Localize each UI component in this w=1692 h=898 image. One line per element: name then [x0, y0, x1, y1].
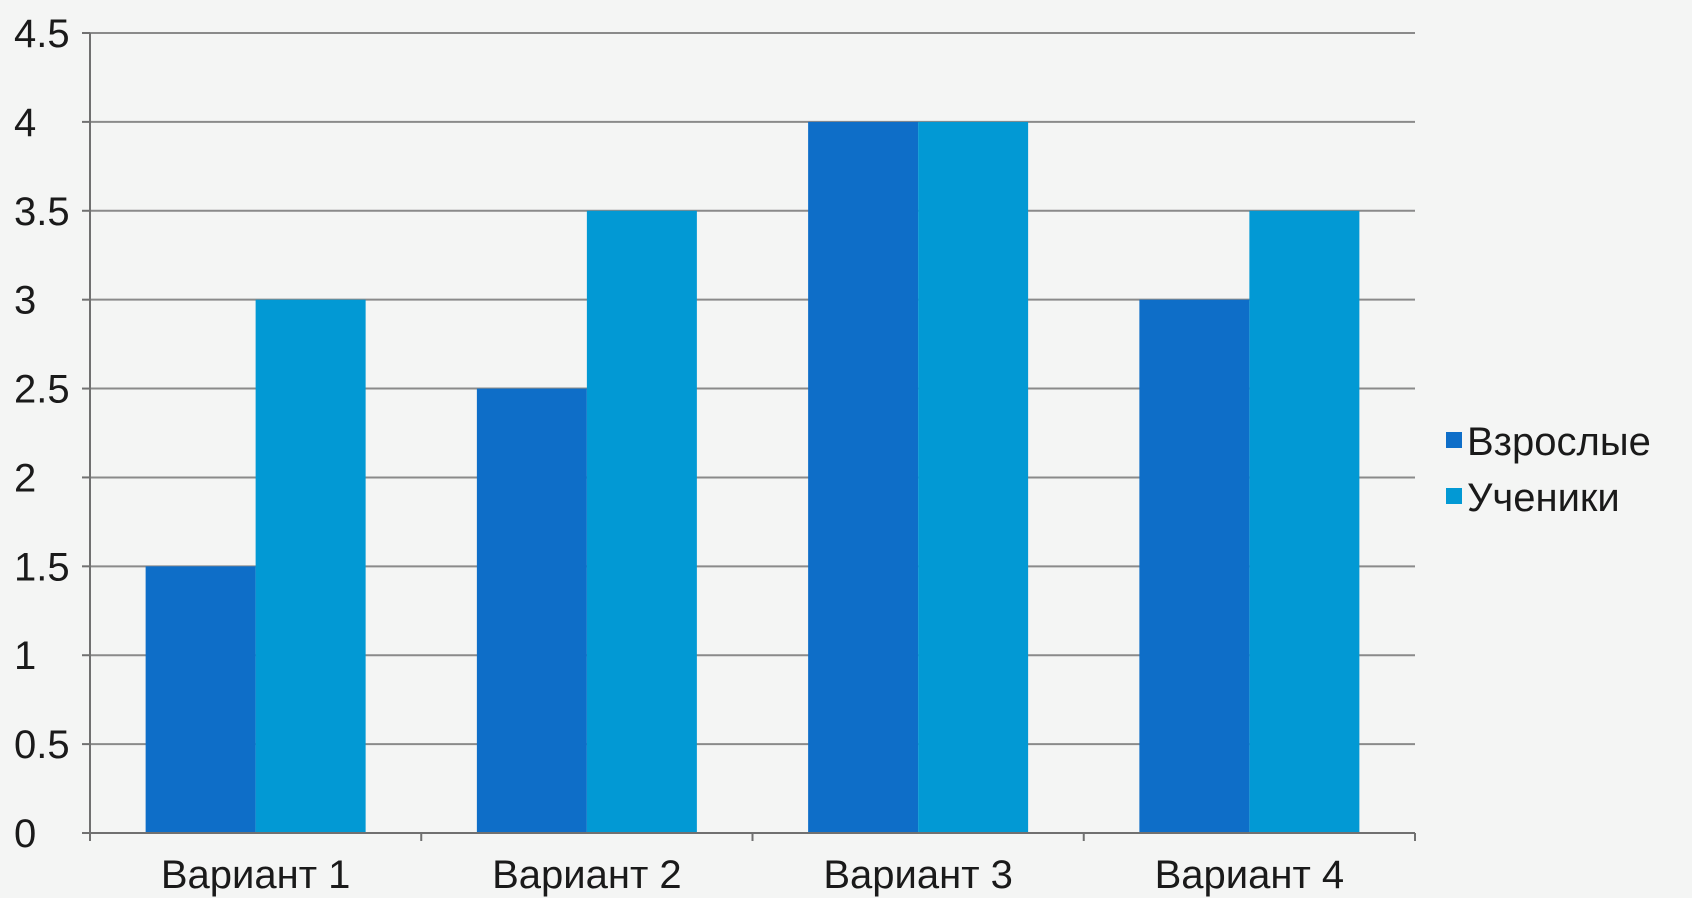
- axes: [82, 32, 1416, 841]
- y-tick-label: 0: [14, 812, 36, 856]
- legend-label: Взрослые: [1467, 420, 1651, 464]
- bar-adults: [808, 121, 919, 833]
- x-tick-label: Вариант 1: [161, 853, 351, 897]
- bar-students: [255, 299, 366, 834]
- bar-students: [1249, 210, 1360, 833]
- legend: Взрослые Ученики: [1446, 420, 1651, 520]
- x-tick-label: Вариант 3: [823, 853, 1013, 897]
- bar-adults: [1139, 299, 1250, 834]
- bar-adults: [145, 566, 256, 833]
- y-tick-label: 2: [14, 456, 36, 500]
- legend-label: Ученики: [1467, 476, 1620, 520]
- legend-swatch: [1446, 432, 1462, 448]
- bar-students: [586, 210, 697, 833]
- y-tick-label: 3.5: [14, 190, 70, 234]
- bars: [145, 121, 1360, 834]
- y-tick-label: 3: [14, 279, 36, 323]
- y-tick-label: 1.5: [14, 545, 70, 589]
- legend-swatch: [1446, 488, 1462, 504]
- bar-students: [918, 121, 1029, 833]
- y-tick-label: 2.5: [14, 368, 70, 412]
- y-tick-labels: 0 0.5 1 1.5 2 2.5 3 3.5 4 4.5: [14, 12, 70, 856]
- x-tick-labels: Вариант 1 Вариант 2 Вариант 3 Вариант 4: [161, 853, 1344, 897]
- bar-adults: [476, 388, 587, 833]
- y-tick-label: 4.5: [14, 12, 70, 56]
- y-tick-label: 1: [14, 634, 36, 678]
- y-tick-label: 0.5: [14, 723, 70, 767]
- y-tick-label: 4: [14, 101, 36, 145]
- x-tick-label: Вариант 4: [1155, 853, 1345, 897]
- x-tick-label: Вариант 2: [492, 853, 682, 897]
